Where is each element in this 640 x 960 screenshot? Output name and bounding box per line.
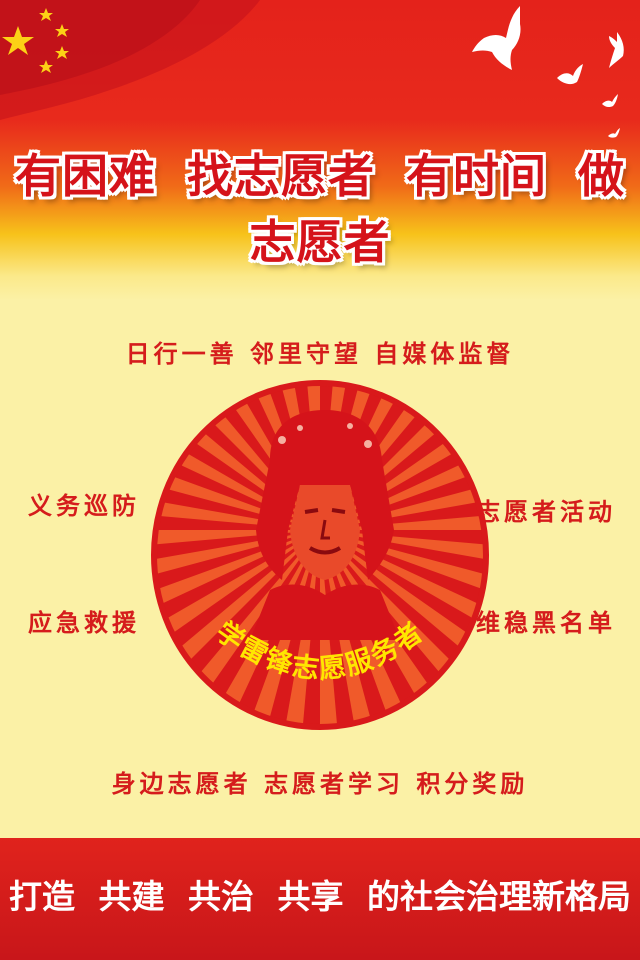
service-patrol: 义务巡防 [28, 491, 140, 520]
service-rescue: 应急救援 [28, 608, 140, 637]
services-bottom-row: 身边志愿者 志愿者学习 积分奖励 [111, 769, 529, 798]
sunburst-ray [320, 530, 486, 727]
sunburst-ray [154, 383, 320, 530]
dove-icon [609, 32, 624, 68]
dove-icon [557, 64, 583, 85]
sunburst-ray [320, 383, 486, 530]
sunburst-ray [320, 460, 486, 530]
sunburst-ray [154, 383, 320, 530]
sunburst-ray [320, 530, 486, 565]
sunburst-ray [320, 530, 486, 634]
sunburst-ray [154, 383, 320, 530]
sunburst-ray [320, 383, 486, 530]
dove-icon [602, 94, 618, 108]
header-banner: 有困难 找志愿者 有时间 做志愿者 [0, 0, 640, 300]
sunburst-ray [154, 495, 320, 530]
sunburst-ray [154, 530, 320, 600]
footer-slogan: 打造 共建 共治 共享 的社会治理新格局 [9, 877, 631, 916]
sunburst-ray [154, 530, 320, 727]
sunburst-ray [320, 530, 486, 700]
portrait-icon [250, 410, 400, 640]
service-blacklist: 维稳黑名单 [476, 608, 616, 637]
sunburst-ray [320, 393, 486, 530]
dove-icon [608, 128, 620, 138]
service-volunteer-activity: 志愿者活动 [476, 497, 616, 526]
services-top-row: 日行一善 邻里守望 自媒体监督 [125, 339, 515, 368]
main-slogan: 有困难 找志愿者 有时间 做志愿者 [14, 149, 626, 269]
dove-icon [472, 6, 521, 70]
flag-icon [0, 0, 260, 120]
sunburst-ray [154, 426, 320, 530]
lei-feng-emblem: 学雷锋志愿服务者 [151, 380, 489, 730]
sunburst-ray [154, 383, 320, 530]
footer-banner [0, 838, 640, 960]
sunburst-ray [154, 530, 320, 667]
